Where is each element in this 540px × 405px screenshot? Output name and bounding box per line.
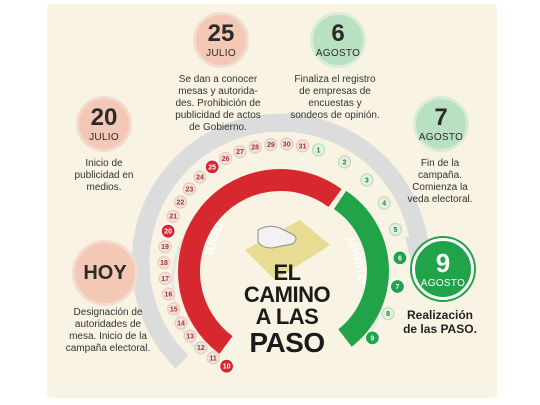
calendar-day-dot: [183, 329, 197, 343]
calendar-day-dot: [174, 316, 188, 330]
calendar-day-label: 22: [177, 199, 185, 206]
ballot-icon: [245, 220, 330, 280]
calendar-day-label: 10: [223, 364, 231, 371]
timeline-connector: [131, 113, 429, 369]
calendar-day-dot: [167, 302, 181, 316]
calendar-day-label: 4: [382, 201, 386, 208]
calendar-day-dot: [158, 271, 172, 286]
calendar-day-label: 6: [398, 255, 402, 262]
calendar-day-dot: [295, 139, 310, 153]
milestone-month: JULIO: [89, 131, 119, 143]
milestone-month: AGOSTO: [315, 47, 361, 59]
main-title: EL CAMINO A LAS PASO: [238, 262, 336, 358]
milestone-hoy-text: Designación de autoridades de mesa. Inic…: [65, 307, 151, 354]
milestone-jul20: 20 JULIO: [76, 96, 132, 152]
calendar-day-dot: [233, 145, 247, 159]
milestone-month: JULIO: [206, 47, 236, 59]
milestone-day: 7: [434, 103, 448, 131]
calendar-day-dot: [392, 250, 408, 266]
calendar-day-label: 18: [160, 260, 168, 267]
calendar-day-dot: [389, 278, 406, 295]
agosto-arc: [333, 190, 389, 347]
calendar-day-dot: [157, 255, 171, 270]
milestone-day: 6: [331, 19, 345, 47]
milestone-day: HOY: [83, 262, 127, 284]
calendar-day-dot: [161, 287, 176, 301]
milestone-jul25: 25 JULIO: [193, 12, 249, 68]
calendar-day-dot: [360, 173, 374, 187]
calendar-day-dot: [248, 140, 262, 154]
calendar-day-dot: [193, 170, 207, 184]
calendar-day-dot: [218, 151, 233, 165]
milestone-day: 20: [90, 103, 118, 131]
milestone-day: 9: [435, 247, 451, 278]
calendar-day-dot: [311, 143, 326, 157]
calendar-day-dot: [206, 351, 220, 365]
milestone-day: 25: [207, 19, 235, 47]
milestone-aug9-text: Realización de las PASO.: [403, 308, 477, 336]
calendar-day-dot: [219, 358, 235, 374]
calendar-day-dot: [364, 330, 380, 346]
calendar-day-label: 17: [161, 276, 169, 283]
title-line-4: PASO: [249, 327, 325, 358]
calendar-day-label: 3: [365, 178, 369, 185]
calendar-day-label: 14: [177, 321, 185, 328]
calendar-day-label: 16: [165, 291, 173, 298]
calendar-day-label: 23: [185, 186, 193, 193]
calendar-day-dot: [337, 155, 352, 169]
calendar-day-label: 11: [209, 355, 217, 362]
milestone-hoy: HOY: [72, 240, 138, 306]
title-line-3: A LAS: [255, 304, 319, 329]
calendar-day-dot: [381, 307, 395, 321]
calendar-day-dot: [158, 240, 172, 254]
calendar-day-label: 7: [395, 284, 399, 291]
calendar-day-dot: [182, 182, 196, 196]
calendar-day-label: 26: [222, 156, 230, 163]
calendar-day-label: 28: [251, 145, 259, 152]
calendar-day-label: 2: [343, 159, 347, 166]
calendar-day-dot: [204, 159, 220, 175]
calendar-day-label: 15: [170, 306, 178, 313]
calendar-day-dot: [280, 137, 294, 151]
milestone-aug7-text: Fin de la campaña. Comienza la veda elec…: [407, 158, 473, 205]
calendar-day-label: 20: [164, 229, 172, 236]
hand-icon: [257, 225, 297, 249]
title-line-1: EL: [273, 260, 301, 285]
calendar-day-label: 19: [161, 244, 169, 251]
calendar-day-label: 25: [208, 164, 216, 171]
julio-arc: [178, 169, 342, 354]
calendar-day-label: 1: [317, 147, 321, 154]
calendar-day-label: 5: [393, 227, 397, 234]
calendar-day-label: 12: [197, 345, 205, 352]
calendar-day-dot: [377, 196, 391, 210]
calendar-day-label: 9: [370, 335, 374, 342]
milestone-aug6: 6 AGOSTO: [310, 12, 366, 68]
calendar-day-dot: [173, 195, 188, 209]
milestone-month: AGOSTO: [420, 277, 466, 289]
calendar-day-dot: [166, 209, 180, 223]
calendar-day-dot: [160, 223, 176, 239]
calendar-day-label: 24: [196, 175, 204, 182]
calendar-day-label: 29: [267, 142, 275, 149]
calendar-day-label: 30: [283, 142, 291, 149]
background-panel: [47, 4, 497, 398]
calendar-day-dot: [388, 222, 403, 237]
milestone-aug6-text: Finaliza el registro de empresas de encu…: [290, 74, 380, 121]
calendar-day-label: 27: [236, 149, 244, 156]
milestone-month: AGOSTO: [418, 131, 464, 143]
calendar-day-label: 21: [169, 214, 177, 221]
calendar-day-label: 13: [186, 334, 194, 341]
milestone-aug7: 7 AGOSTO: [413, 96, 469, 152]
calendar-day-dot: [264, 137, 278, 152]
calendar-day-label: 8: [386, 311, 390, 318]
calendar-day-dot: [194, 341, 208, 355]
calendar-day-label: 31: [299, 143, 307, 150]
milestone-jul20-text: Inicio de publicidad en medios.: [74, 158, 134, 193]
title-line-2: CAMINO: [243, 282, 331, 307]
milestone-aug9: 9 AGOSTO: [412, 238, 474, 300]
milestone-jul25-text: Se dan a conocer mesas y autorida-des. P…: [175, 74, 261, 133]
